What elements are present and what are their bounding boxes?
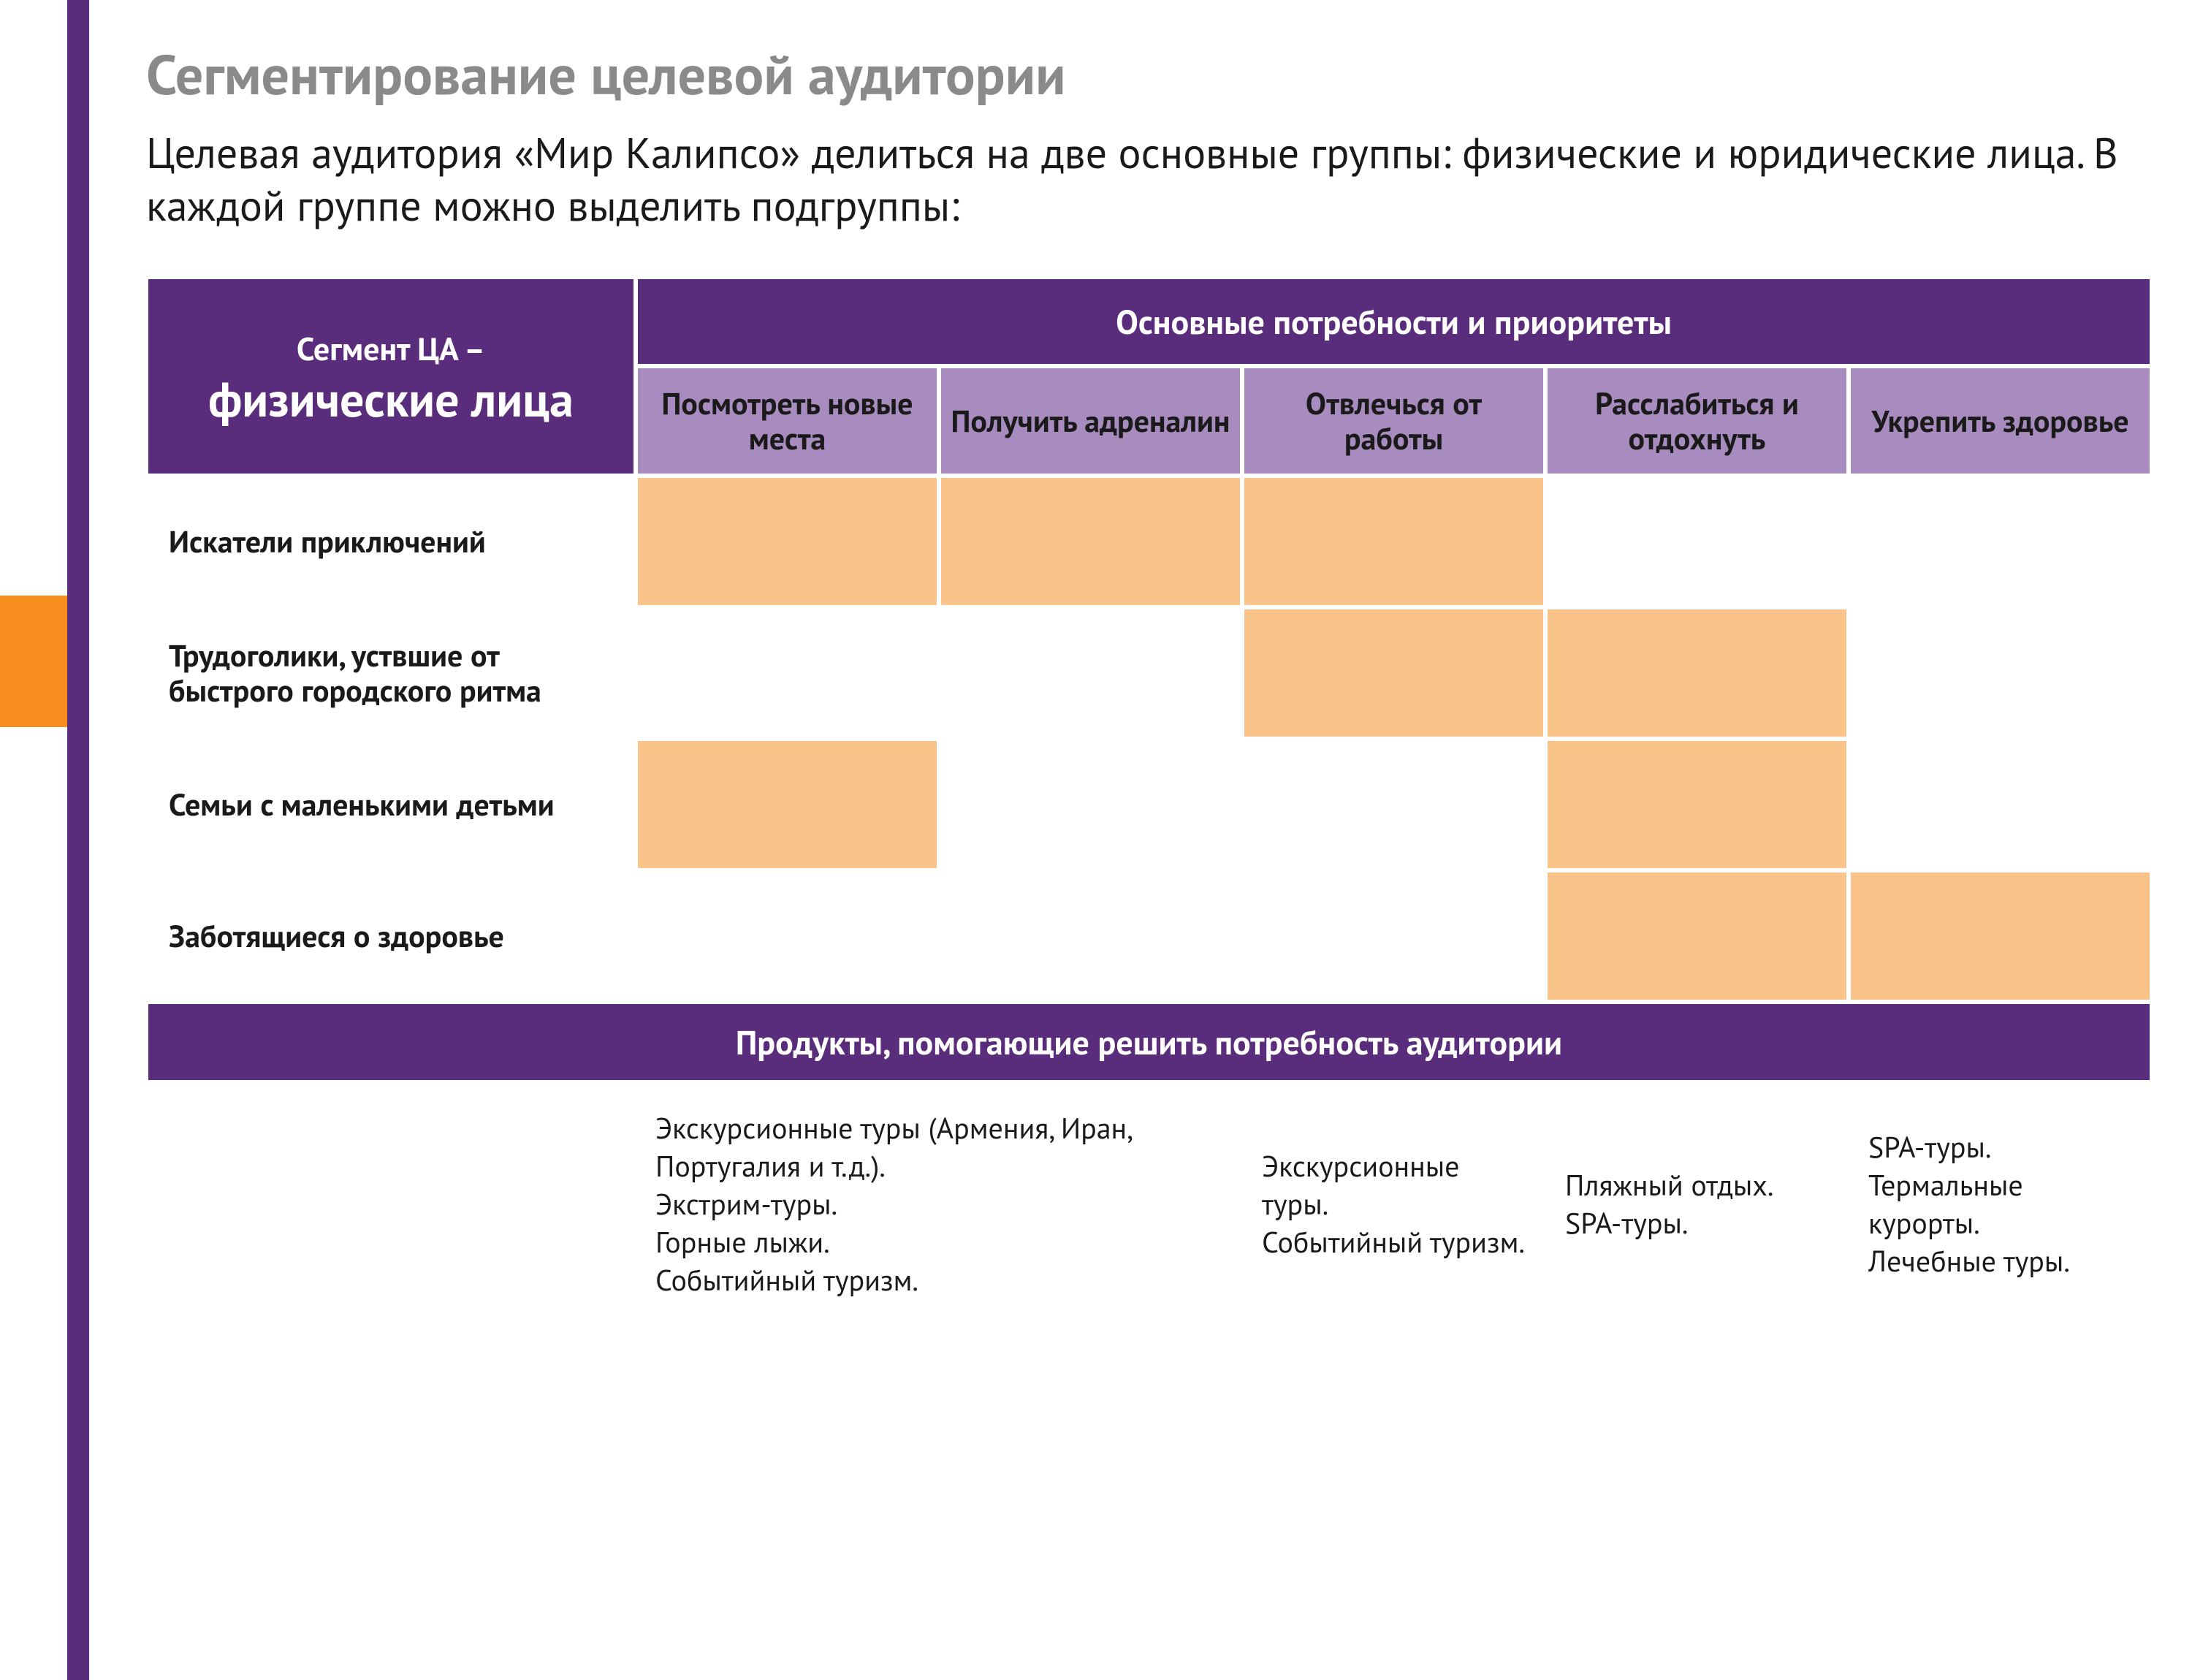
products-header: Продукты, помогающие решить потребность …	[146, 1002, 2152, 1082]
products-section: Продукты, помогающие решить потребность …	[146, 1002, 2152, 1326]
cell-3-2	[1242, 870, 1545, 1002]
cell-2-2	[1242, 739, 1545, 870]
row-header-1: Трудоголики, уствшие от быстрого городск…	[146, 607, 636, 739]
needs-header: Основные потребности и приоритеты	[636, 277, 2152, 366]
cell-1-2	[1242, 607, 1545, 739]
product-cell-0: Экскурсионные туры (Армения, Иран, Порту…	[636, 1082, 1242, 1326]
cell-2-3	[1545, 739, 1849, 870]
segmentation-table: Сегмент ЦА – физические лица Основные по…	[146, 277, 2152, 1327]
need-col-2: Отвлечься от работы	[1242, 366, 1545, 476]
row-header-2: Семьи с маленькими детьми	[146, 739, 636, 870]
need-col-3: Расслабиться и отдохнуть	[1545, 366, 1849, 476]
cell-2-4	[1849, 739, 2152, 870]
cell-3-4	[1849, 870, 2152, 1002]
cell-1-1	[939, 607, 1242, 739]
product-cell-3: Пляжный отдых. SPA-туры.	[1545, 1082, 1849, 1326]
cell-1-0	[636, 607, 939, 739]
page-title: Сегментирование целевой аудитории	[146, 44, 2163, 105]
cell-1-4	[1849, 607, 2152, 739]
slide: Сегментирование целевой аудитории Целева…	[0, 0, 2192, 1680]
segment-header-super: Сегмент ЦА –	[163, 328, 619, 370]
need-col-0: Посмотреть новые места	[636, 366, 939, 476]
products-row-label	[146, 1082, 636, 1326]
segment-header: Сегмент ЦА – физические лица	[146, 277, 636, 476]
table-body: Искатели приключенийТрудоголики, уствшие…	[146, 476, 2152, 1002]
table-row: Семьи с маленькими детьми	[146, 739, 2152, 870]
cell-1-3	[1545, 607, 1849, 739]
left-bar-orange	[0, 596, 67, 727]
left-bar-purple	[67, 0, 89, 1680]
cell-3-3	[1545, 870, 1849, 1002]
need-col-4: Укрепить здоровье	[1849, 366, 2152, 476]
cell-0-4	[1849, 476, 2152, 607]
cell-3-0	[636, 870, 939, 1002]
segment-header-main: физические лица	[163, 374, 619, 425]
cell-3-1	[939, 870, 1242, 1002]
row-header-0: Искатели приключений	[146, 476, 636, 607]
table-row: Трудоголики, уствшие от быстрого городск…	[146, 607, 2152, 739]
cell-0-2	[1242, 476, 1545, 607]
products-row: Экскурсионные туры (Армения, Иран, Порту…	[146, 1082, 2152, 1326]
table-row: Заботящиеся о здоровье	[146, 870, 2152, 1002]
page-subtitle: Целевая аудитория «Мир Калипсо» делиться…	[146, 127, 2163, 233]
cell-2-0	[636, 739, 939, 870]
cell-0-0	[636, 476, 939, 607]
need-col-1: Получить адреналин	[939, 366, 1242, 476]
table-row: Искатели приключений	[146, 476, 2152, 607]
row-header-3: Заботящиеся о здоровье	[146, 870, 636, 1002]
cell-0-1	[939, 476, 1242, 607]
product-cell-2: Экскурсионные туры. Событийный туризм.	[1242, 1082, 1545, 1326]
product-cell-4: SPA-туры. Термальные курорты. Лечебные т…	[1849, 1082, 2152, 1326]
cell-2-1	[939, 739, 1242, 870]
table-head: Сегмент ЦА – физические лица Основные по…	[146, 277, 2152, 476]
content-area: Сегментирование целевой аудитории Целева…	[146, 44, 2163, 1326]
cell-0-3	[1545, 476, 1849, 607]
